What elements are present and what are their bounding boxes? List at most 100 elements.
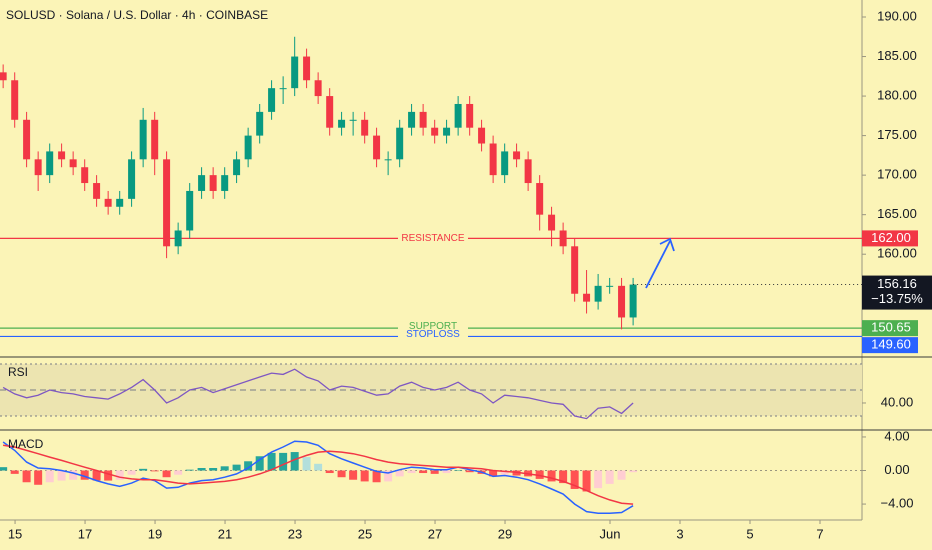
candle-body: [408, 111, 416, 128]
candle-body: [198, 175, 206, 191]
histogram-bar: [104, 470, 113, 481]
arrow-head: [659, 237, 675, 252]
candle-body: [256, 111, 264, 136]
histogram-bar: [512, 470, 521, 476]
histogram-bar: [10, 470, 19, 474]
histogram-bar: [232, 464, 241, 471]
rsi-line: [2, 368, 634, 420]
candle-body: [279, 88, 287, 90]
candle-body: [361, 119, 369, 136]
change-label: −13.75%: [871, 291, 923, 306]
y-tick-label: 165.00: [877, 206, 917, 221]
candle-body: [233, 159, 241, 176]
candle-body: [618, 285, 626, 318]
histogram-bar: [220, 466, 229, 471]
y-tick-label: 0.00: [884, 462, 909, 477]
histogram-bar: [535, 470, 544, 479]
last-price-label: 156.16: [877, 276, 917, 291]
candle-body: [291, 56, 299, 89]
level-price-label: 162.00: [871, 230, 911, 245]
y-tick-label: 170.00: [877, 167, 917, 182]
candle-body: [629, 284, 637, 318]
candle-body: [244, 135, 252, 160]
x-tick-label: 27: [428, 526, 442, 541]
candle-body: [11, 80, 19, 120]
level-price-box: [862, 230, 918, 247]
histogram-bar: [244, 461, 253, 471]
histogram-bar: [80, 470, 89, 480]
histogram-bar: [34, 470, 43, 485]
candle-body: [419, 111, 427, 128]
candle-body: [501, 151, 509, 176]
candle-body: [478, 127, 486, 144]
candle-body: [431, 127, 439, 136]
x-tick-label: 15: [8, 526, 22, 541]
histogram-bar: [290, 452, 299, 471]
histogram-bar: [279, 452, 288, 471]
candle-body: [466, 103, 474, 128]
y-tick-label: 180.00: [877, 88, 917, 103]
histogram-bar: [162, 470, 171, 478]
candle-body: [349, 119, 357, 121]
level-name-bg: [398, 321, 468, 332]
histogram-bar: [570, 470, 579, 489]
candle-body: [34, 159, 42, 176]
macd-line: [2, 440, 634, 515]
y-tick-label: 190.00: [877, 8, 917, 23]
level-price-label: 150.65: [871, 320, 911, 335]
y-tick-label: 4.00: [884, 428, 909, 443]
histogram-bar: [139, 468, 148, 471]
x-tick-label: 7: [816, 526, 823, 541]
histogram-bar: [395, 470, 404, 477]
candle-body: [396, 127, 404, 160]
histogram-bar: [547, 470, 556, 482]
candle-body: [338, 119, 346, 128]
macd-line: [2, 444, 634, 505]
y-tick-label: 175.00: [877, 127, 917, 142]
candle-body: [536, 183, 544, 215]
y-tick-label: 40.00: [881, 394, 914, 409]
histogram-bar: [489, 470, 498, 477]
projection-arrow: [645, 237, 675, 289]
candle-body: [93, 183, 101, 199]
y-tick-label: 185.00: [877, 48, 917, 63]
candle-body: [571, 246, 579, 294]
histogram-bar: [267, 452, 276, 471]
candle-body: [559, 230, 567, 247]
level-price-box: [862, 320, 918, 337]
histogram-bar: [407, 470, 416, 474]
candle-body: [81, 167, 89, 184]
level-name: SUPPORT: [409, 321, 457, 332]
histogram-bar: [559, 470, 568, 484]
level-name-bg: [398, 329, 468, 340]
plot-layer: 15 17 19 21 23 25 27 29 Jun 3 5 7 160.00 165.00 170.00…: [0, 8, 932, 541]
histogram-bar: [174, 470, 183, 475]
histogram-bar: [594, 470, 603, 489]
histogram-bar: [57, 470, 66, 481]
histogram-bar: [69, 470, 78, 480]
candle-body: [209, 175, 217, 191]
histogram-bar: [442, 470, 451, 474]
histogram-bar: [115, 470, 124, 480]
candle-body: [314, 80, 322, 97]
histogram-bar: [605, 470, 614, 484]
candle-body: [139, 119, 147, 160]
candle-body: [221, 175, 229, 191]
histogram-bar: [360, 470, 369, 482]
level-name: STOPLOSS: [406, 329, 460, 340]
histogram-bar: [325, 470, 334, 474]
level-name-bg: [398, 233, 468, 244]
candle-body: [489, 143, 497, 176]
candle-body: [104, 198, 112, 207]
candle-body: [606, 285, 614, 287]
candle-body: [268, 88, 276, 112]
x-tick-label: 17: [78, 526, 92, 541]
candle-body: [69, 159, 77, 168]
candle-body: [594, 285, 602, 302]
histogram-bar: [22, 470, 31, 483]
candle-body: [186, 190, 194, 231]
pane-label: RSI: [8, 365, 28, 379]
candle-body: [384, 159, 392, 161]
